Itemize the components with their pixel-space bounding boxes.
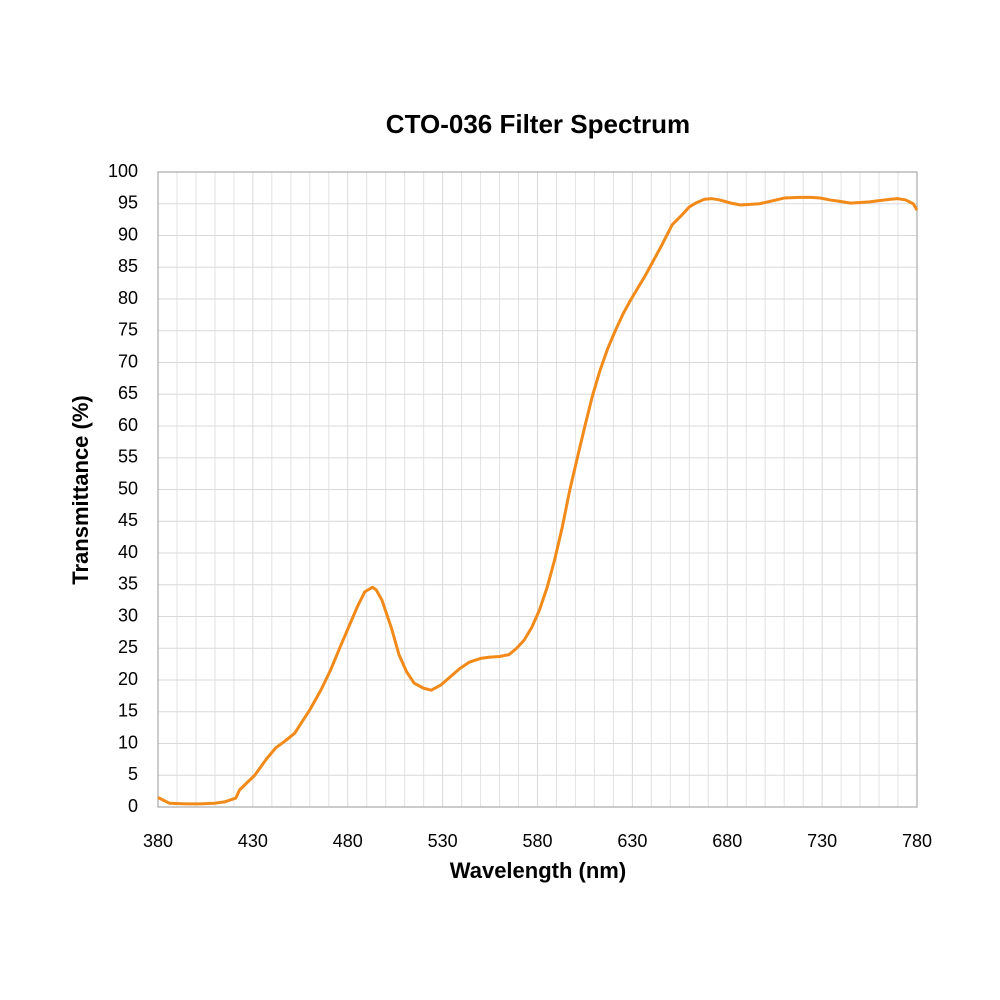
- y-tick-label: 70: [118, 351, 138, 371]
- x-tick-label: 480: [333, 831, 363, 851]
- y-tick-label: 30: [118, 605, 138, 625]
- x-tick-label: 580: [522, 831, 552, 851]
- data-line: [157, 195, 919, 806]
- x-tick-label: 730: [807, 831, 837, 851]
- y-tick-label: 10: [118, 732, 138, 752]
- y-tick-label: 40: [118, 542, 138, 562]
- y-tick-label: 90: [118, 224, 138, 244]
- y-axis-title: Transmittance (%): [68, 395, 93, 585]
- y-tick-label: 0: [128, 796, 138, 816]
- x-tick-label: 530: [428, 831, 458, 851]
- y-tick-label: 100: [108, 161, 138, 181]
- y-tick-label: 50: [118, 478, 138, 498]
- x-tick-label: 680: [712, 831, 742, 851]
- y-tick-label: 95: [118, 193, 138, 213]
- plot-frame: [157, 171, 918, 808]
- x-tick-label: 430: [238, 831, 268, 851]
- x-tick-label: 780: [902, 831, 932, 851]
- y-tick-label: 80: [118, 288, 138, 308]
- y-tick-label: 35: [118, 574, 138, 594]
- y-tick-label: 45: [118, 510, 138, 530]
- y-tick-label: 55: [118, 447, 138, 467]
- y-tick-label: 85: [118, 256, 138, 276]
- y-tick-label: 15: [118, 701, 138, 721]
- y-tick-label: 5: [128, 764, 138, 784]
- x-tick-label: 380: [143, 831, 173, 851]
- y-tick-label: 20: [118, 669, 138, 689]
- y-tick-label: 65: [118, 383, 138, 403]
- x-axis-title: Wavelength (nm): [450, 858, 626, 883]
- chart-title: CTO-036 Filter Spectrum: [386, 109, 690, 139]
- x-tick-label: 630: [617, 831, 647, 851]
- y-tick-label: 25: [118, 637, 138, 657]
- y-tick-label: 75: [118, 320, 138, 340]
- y-tick-label: 60: [118, 415, 138, 435]
